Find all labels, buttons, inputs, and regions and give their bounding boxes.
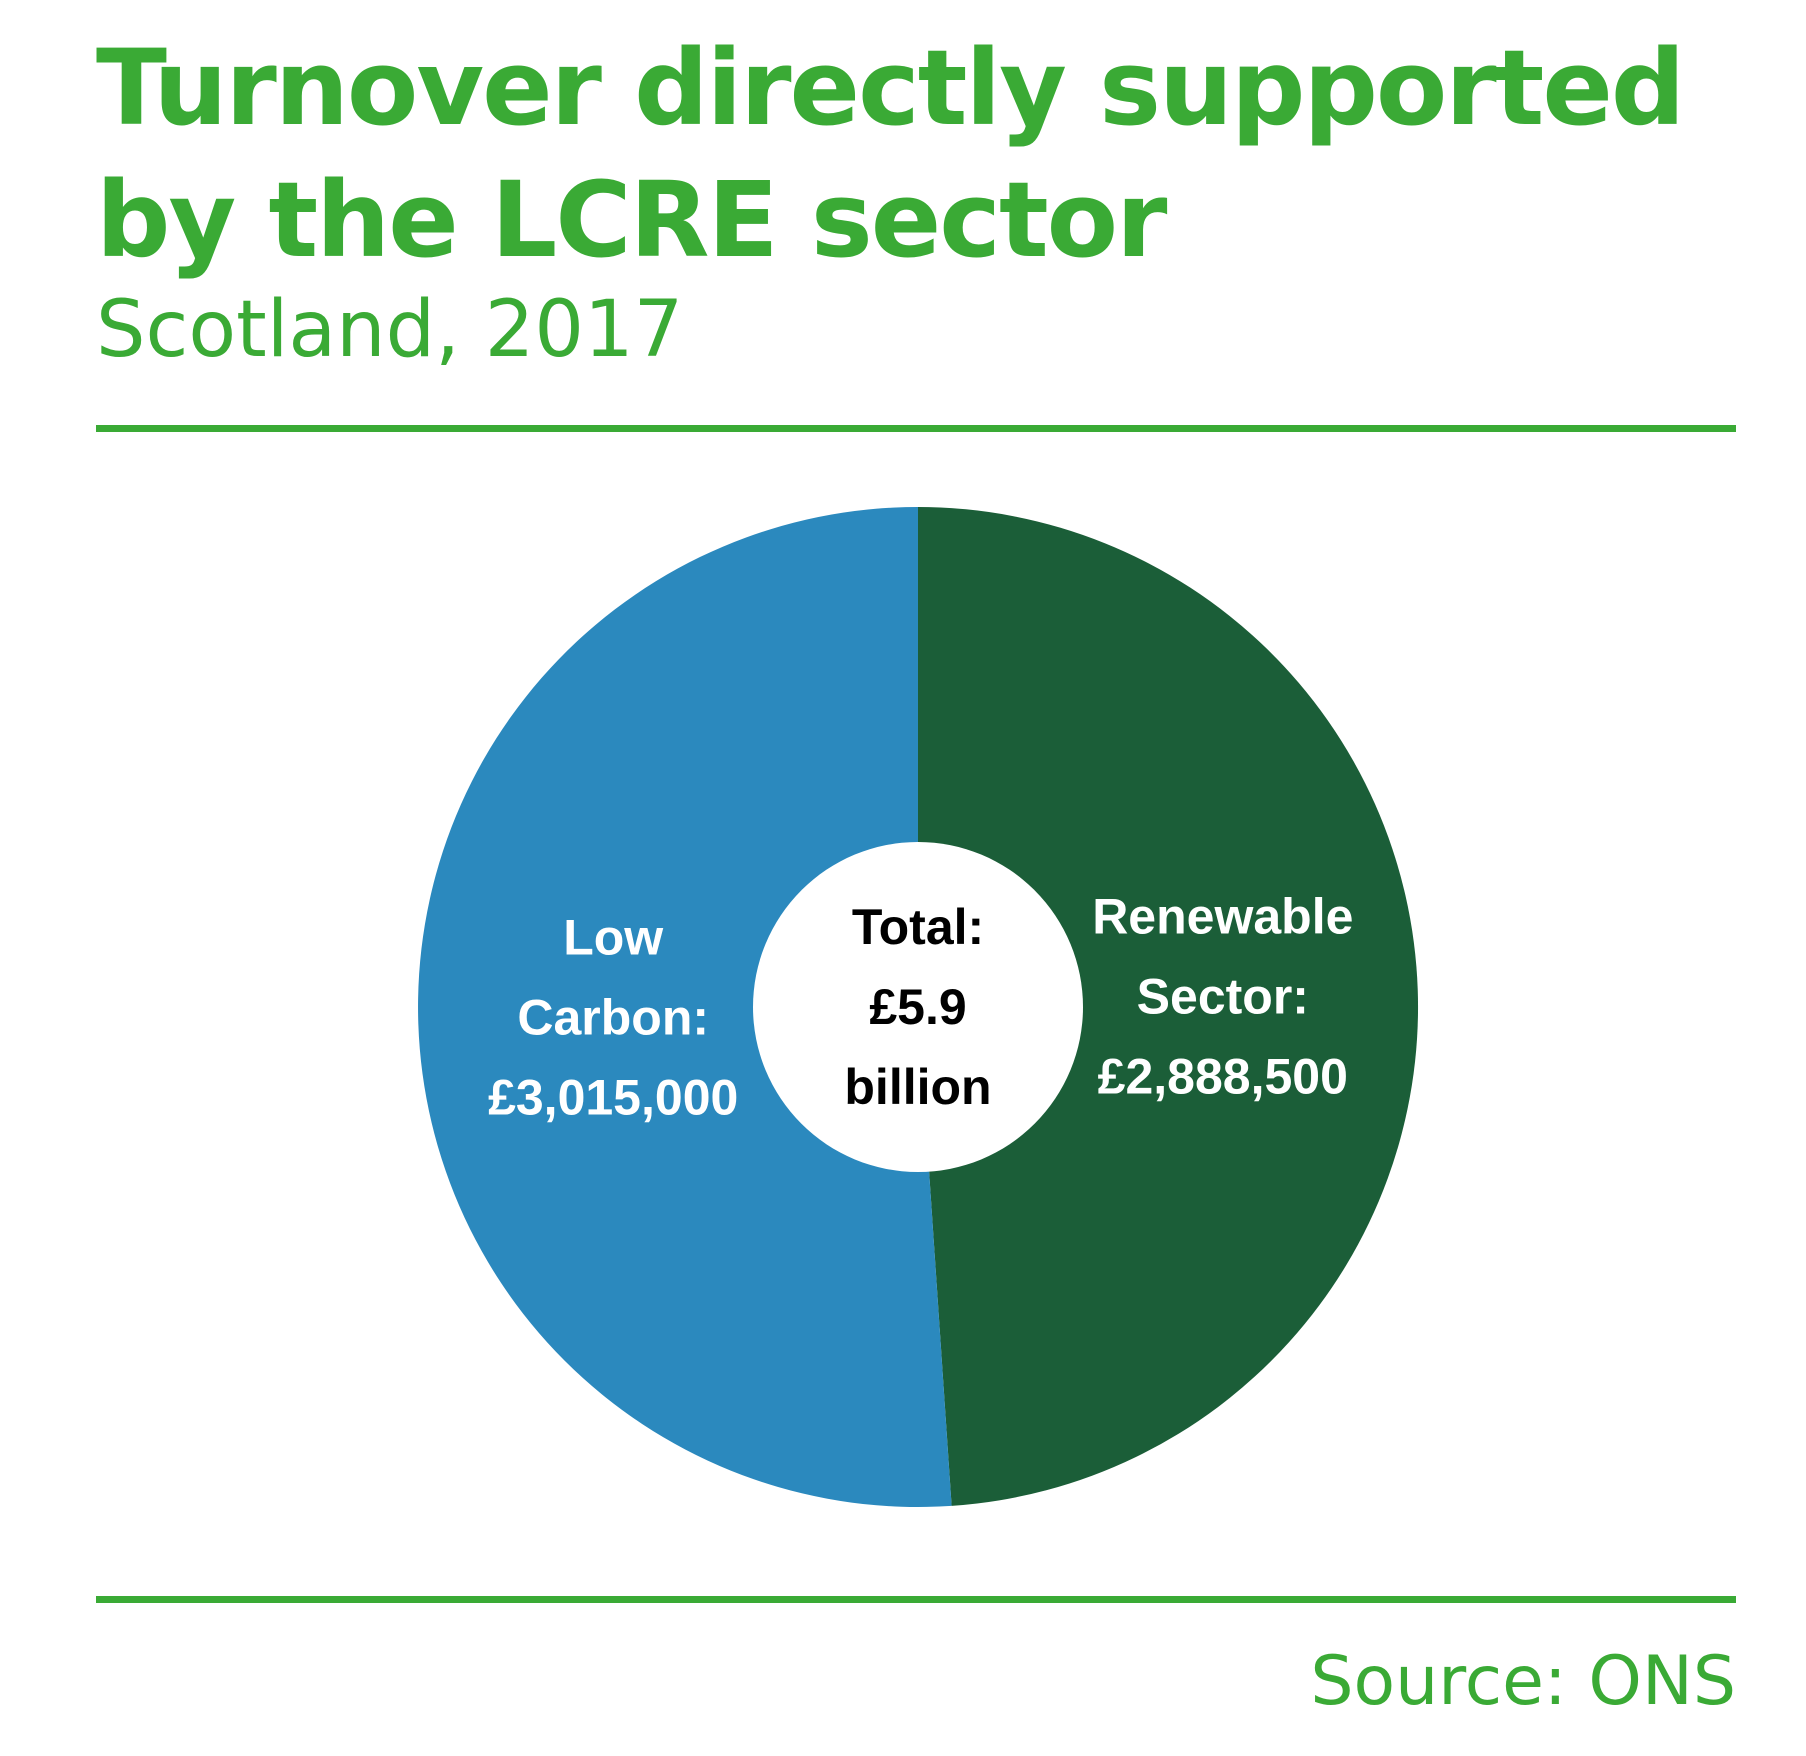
slice-label-renewable-sector: Renewable Sector: £2,888,500: [1092, 889, 1353, 1105]
chart-title: Turnover directly supported by the LCRE …: [96, 27, 1685, 281]
donut-center-label: Total: £5.9 billion: [844, 899, 991, 1115]
chart-subtitle: Scotland, 2017: [96, 285, 684, 375]
source-note: Source: ONS: [1310, 1642, 1736, 1721]
slice-label-line: Renewable: [1092, 889, 1353, 945]
slice-label-line: Sector:: [1137, 969, 1309, 1025]
center-label-line: billion: [844, 1059, 991, 1115]
donut-center-hole: [753, 842, 1083, 1172]
slice-label-line: Low: [563, 909, 663, 965]
center-label-line: £5.9: [869, 979, 966, 1035]
top-divider: [96, 425, 1736, 432]
slice-label-line: £2,888,500: [1098, 1049, 1348, 1105]
slice-label-line: Carbon:: [517, 989, 709, 1045]
pie-slice-low-carbon: [418, 507, 952, 1507]
slice-label-low-carbon: Low Carbon: £3,015,000: [488, 909, 738, 1125]
slice-label-line: £3,015,000: [488, 1069, 738, 1125]
chart-labels: Renewable Sector: £2,888,500 Low Carbon: £3,0…: [488, 889, 1353, 1126]
center-label-line: Total:: [852, 899, 984, 955]
bottom-divider: [96, 1596, 1736, 1603]
chart-slices: [418, 506, 1419, 1507]
pie-slice-renewable-sector: [918, 506, 1419, 1506]
